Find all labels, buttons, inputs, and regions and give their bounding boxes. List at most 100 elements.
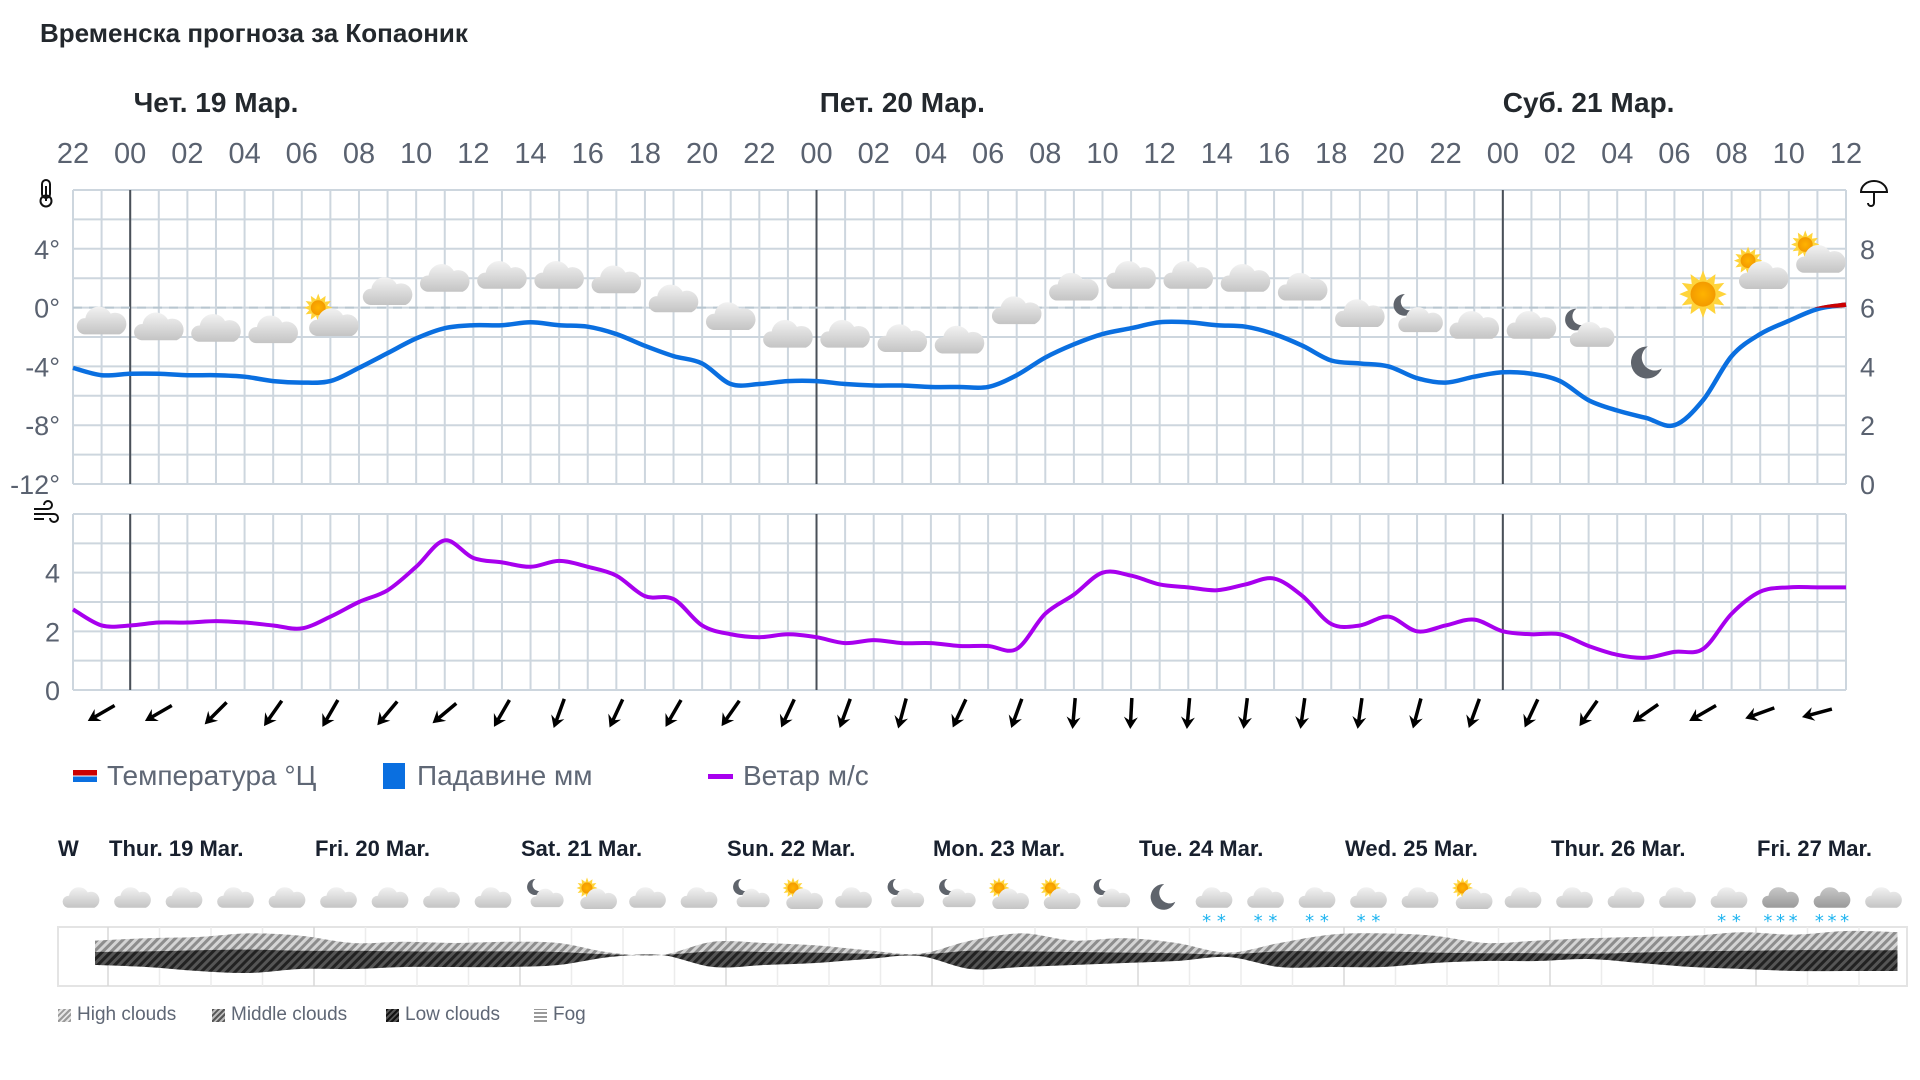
- wind-direction-arrow-icon: [1066, 697, 1081, 729]
- arrow-head: [264, 712, 277, 727]
- arrow-head: [1632, 709, 1647, 723]
- hour-label: 22: [57, 138, 89, 170]
- legend-wind[interactable]: Ветар м/с: [708, 760, 869, 792]
- legend-temperature[interactable]: Температура °Ц: [73, 760, 316, 792]
- wind-direction-arrow-icon: [493, 699, 511, 727]
- cloud-icon: [1163, 261, 1214, 289]
- cloud-icon: [1220, 264, 1271, 292]
- hour-label: 00: [114, 138, 146, 170]
- arrow-head: [87, 708, 102, 722]
- cloud-shape: [165, 887, 203, 908]
- cloud-icon: [705, 302, 756, 330]
- wind-axis-tick: 4: [45, 559, 60, 589]
- arrow-head: [204, 710, 219, 725]
- hour-label: 00: [800, 138, 832, 170]
- wind-direction-arrow-icon: [779, 698, 796, 728]
- cloud-shape: [648, 284, 699, 313]
- cloud-icon: [76, 306, 127, 335]
- moon-cloud-icon: [1393, 294, 1443, 333]
- cloud-icon: [62, 887, 100, 908]
- cloud-shape: [1504, 887, 1542, 908]
- cloud-icon: [835, 887, 872, 908]
- arrow-shaft: [611, 698, 625, 721]
- legend-precipitation[interactable]: Падавине мм: [383, 760, 592, 792]
- legend-label: Low clouds: [405, 1004, 501, 1025]
- hour-label: 12: [457, 138, 489, 170]
- cloud-icon: [114, 887, 151, 908]
- weather-symbols: [76, 230, 1846, 379]
- cloud-shape: [763, 319, 813, 348]
- arrow-shaft: [1185, 697, 1192, 722]
- arrow-shaft: [668, 699, 683, 721]
- cloud-icon: [268, 887, 306, 908]
- cloud-icon: [534, 261, 584, 289]
- cloud-shape: [134, 312, 184, 341]
- cloud-icon: [1556, 887, 1593, 908]
- page-title: Временска прогноза за Копаоник: [40, 18, 468, 48]
- cloud-shape: [1865, 887, 1902, 908]
- heavy-snow-cloud-icon: * * *: [1813, 887, 1851, 932]
- day-header: Пет. 20 Мар.: [820, 87, 985, 118]
- cloud-shape: [62, 887, 100, 908]
- temperature-line: [72, 302, 1847, 429]
- wind-icon: [34, 500, 59, 523]
- cloud-icon: [1607, 887, 1645, 908]
- cloud-shape: [1277, 272, 1328, 301]
- hour-label: 04: [228, 138, 260, 170]
- cloud-shape: [705, 302, 756, 330]
- wind-direction-arrow-icon: [264, 699, 284, 727]
- arrow-shaft: [1299, 697, 1307, 722]
- high-clouds-swatch: [58, 1008, 71, 1022]
- arrow-shaft: [724, 699, 741, 721]
- wind-direction-arrow-icon: [144, 703, 173, 722]
- series-lines: [71, 302, 1847, 660]
- cloud-shape: [820, 319, 870, 348]
- arrow-shaft: [1128, 697, 1134, 722]
- sun-cloud-icon: [988, 877, 1029, 909]
- arrow-shaft: [150, 703, 173, 719]
- legend-label: Fog: [553, 1004, 586, 1025]
- cloud-shape: [629, 887, 666, 908]
- hour-label: 16: [1258, 138, 1290, 170]
- temp-axis-tick: -8°: [25, 411, 60, 441]
- arrow-head: [1238, 716, 1252, 729]
- arrow-shaft: [1357, 697, 1364, 722]
- snow-cloud-icon: * *: [1298, 887, 1336, 932]
- cloud-shape: [1710, 887, 1748, 908]
- cloud-shape: [934, 325, 985, 354]
- hour-label: 12: [1830, 138, 1862, 170]
- arrow-head: [144, 708, 159, 722]
- wind-direction-arrow-icon: [377, 700, 399, 726]
- moon-cloud-icon: [527, 878, 564, 908]
- cloud-shape: [248, 315, 298, 344]
- cloud-shape: [1049, 272, 1099, 301]
- wind-arrows: [87, 697, 1833, 729]
- snow-cloud-icon: * *: [1710, 887, 1748, 932]
- hour-label: 16: [572, 138, 604, 170]
- cloud-shape: [1449, 311, 1500, 339]
- wind-direction-arrow-icon: [665, 699, 683, 727]
- temp-axis-tick: -12°: [10, 470, 60, 500]
- cloud-icon: [474, 887, 512, 908]
- cloud-shape: [362, 277, 413, 305]
- wind-direction-arrow-icon: [322, 699, 340, 727]
- temp-axis-tick: 4°: [34, 235, 60, 265]
- wind-axis-tick: 2: [45, 617, 60, 647]
- arrow-shaft: [898, 698, 908, 722]
- wind-legend-swatch: [708, 773, 733, 779]
- wind-speed-line: [71, 538, 1846, 660]
- cloud-shape: [1659, 887, 1696, 908]
- cloud-icon: [763, 319, 813, 348]
- cloud-icon: [165, 887, 203, 908]
- hour-label: 18: [629, 138, 661, 170]
- cloud-shape: [191, 313, 241, 342]
- cloud-icon: [820, 319, 870, 348]
- wind-direction-arrow-icon: [837, 698, 852, 729]
- wind-direction-arrow-icon: [1123, 697, 1138, 729]
- cloud-icon: [680, 887, 718, 908]
- cloud-legend-middle: Middle clouds: [212, 1004, 347, 1026]
- cloud-shape: [1401, 887, 1439, 908]
- arrow-head: [1066, 716, 1081, 729]
- cloud-icon: [320, 887, 357, 908]
- cloud-shape: [477, 261, 527, 289]
